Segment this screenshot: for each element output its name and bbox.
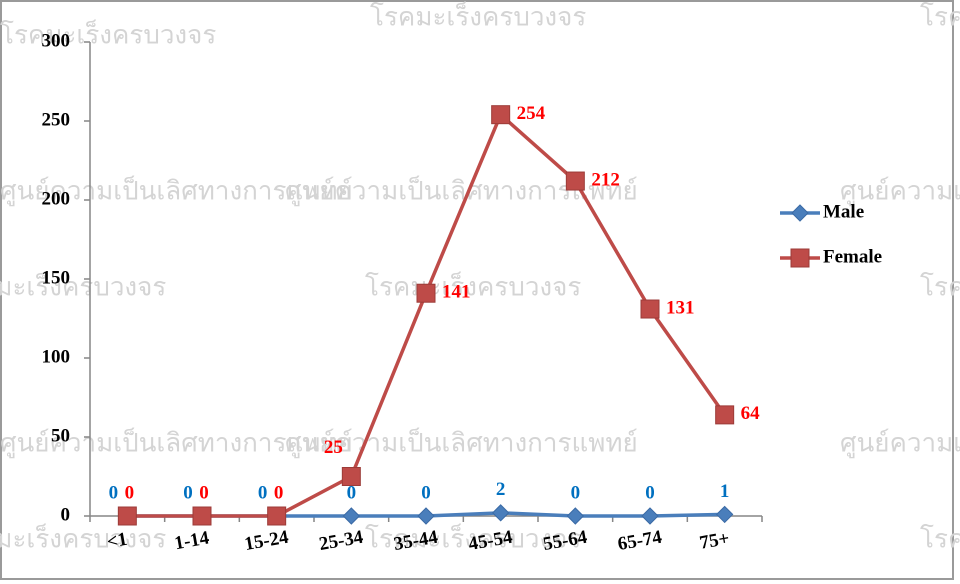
data-label: 254	[517, 103, 546, 124]
data-label: 0	[571, 482, 581, 503]
marker	[566, 507, 585, 525]
data-label: 25	[324, 437, 343, 458]
y-tick-label: 50	[51, 425, 70, 446]
data-label: 0	[109, 482, 119, 503]
y-tick-label: 200	[42, 188, 71, 209]
data-label: 0	[645, 482, 655, 503]
marker	[341, 467, 361, 486]
y-tick-label: 250	[42, 109, 71, 130]
data-label: 0	[199, 482, 209, 503]
data-label: 1	[720, 481, 730, 502]
data-label: 0	[258, 482, 268, 503]
x-tick-label: <1	[105, 529, 129, 553]
y-tick-label: 100	[42, 346, 71, 367]
data-label: 0	[183, 482, 193, 503]
watermark: โรคมะเร็งครบวงจร	[920, 523, 960, 555]
marker	[117, 506, 137, 526]
data-label: 141	[442, 282, 471, 303]
marker	[417, 507, 435, 525]
watermark: โรคมะเร็งครบวงจร	[0, 271, 166, 303]
marker	[342, 507, 361, 525]
y-tick-label: 0	[61, 504, 71, 525]
y-tick-label: 300	[42, 30, 71, 51]
data-label: 0	[125, 482, 135, 503]
marker	[491, 504, 510, 522]
data-label: 0	[347, 482, 357, 503]
legend-label: Female	[823, 246, 882, 267]
data-label: 0	[274, 482, 284, 503]
data-label: 2	[496, 479, 506, 500]
marker	[267, 506, 287, 526]
watermark: โรคมะเร็งครบวงจร	[0, 523, 166, 555]
marker	[791, 204, 809, 222]
marker	[640, 299, 660, 319]
marker	[416, 283, 436, 303]
watermark: โรคมะเร็งครบวงจร	[365, 271, 581, 303]
watermark: ศูนย์ความเป็นเลิศทางการแพทย์	[840, 175, 960, 207]
x-tick-label: 75+	[698, 528, 731, 554]
marker	[192, 506, 212, 526]
watermark: ศูนย์ความเป็นเลิศทางการแพทย์	[285, 427, 638, 459]
watermark: ศูนย์ความเป็นเลิศทางการแพทย์	[0, 427, 353, 459]
watermark: ศูนย์ความเป็นเลิศทางการแพทย์	[840, 427, 960, 459]
legend-label: Male	[823, 201, 864, 222]
data-label: 64	[741, 403, 761, 424]
watermark: โรคมะเร็งครบวงจร	[370, 1, 586, 33]
marker	[641, 507, 659, 525]
watermark: โรคมะเร็งครบวงจร	[365, 523, 581, 555]
data-label: 212	[591, 169, 620, 190]
marker	[715, 505, 734, 524]
marker	[715, 405, 735, 425]
watermark: โรคมะเร็งครบวงจร	[920, 1, 960, 33]
watermark: ศูนย์ความเป็นเลิศทางการแพทย์	[0, 175, 353, 207]
watermark: โรคมะเร็งครบวงจร	[0, 19, 216, 51]
y-tick-label: 150	[42, 267, 71, 288]
data-label: 0	[421, 482, 431, 503]
marker	[491, 105, 511, 125]
watermark: โรคมะเร็งครบวงจร	[920, 271, 960, 303]
marker	[565, 171, 585, 191]
marker	[790, 248, 810, 268]
data-label: 131	[666, 297, 695, 318]
